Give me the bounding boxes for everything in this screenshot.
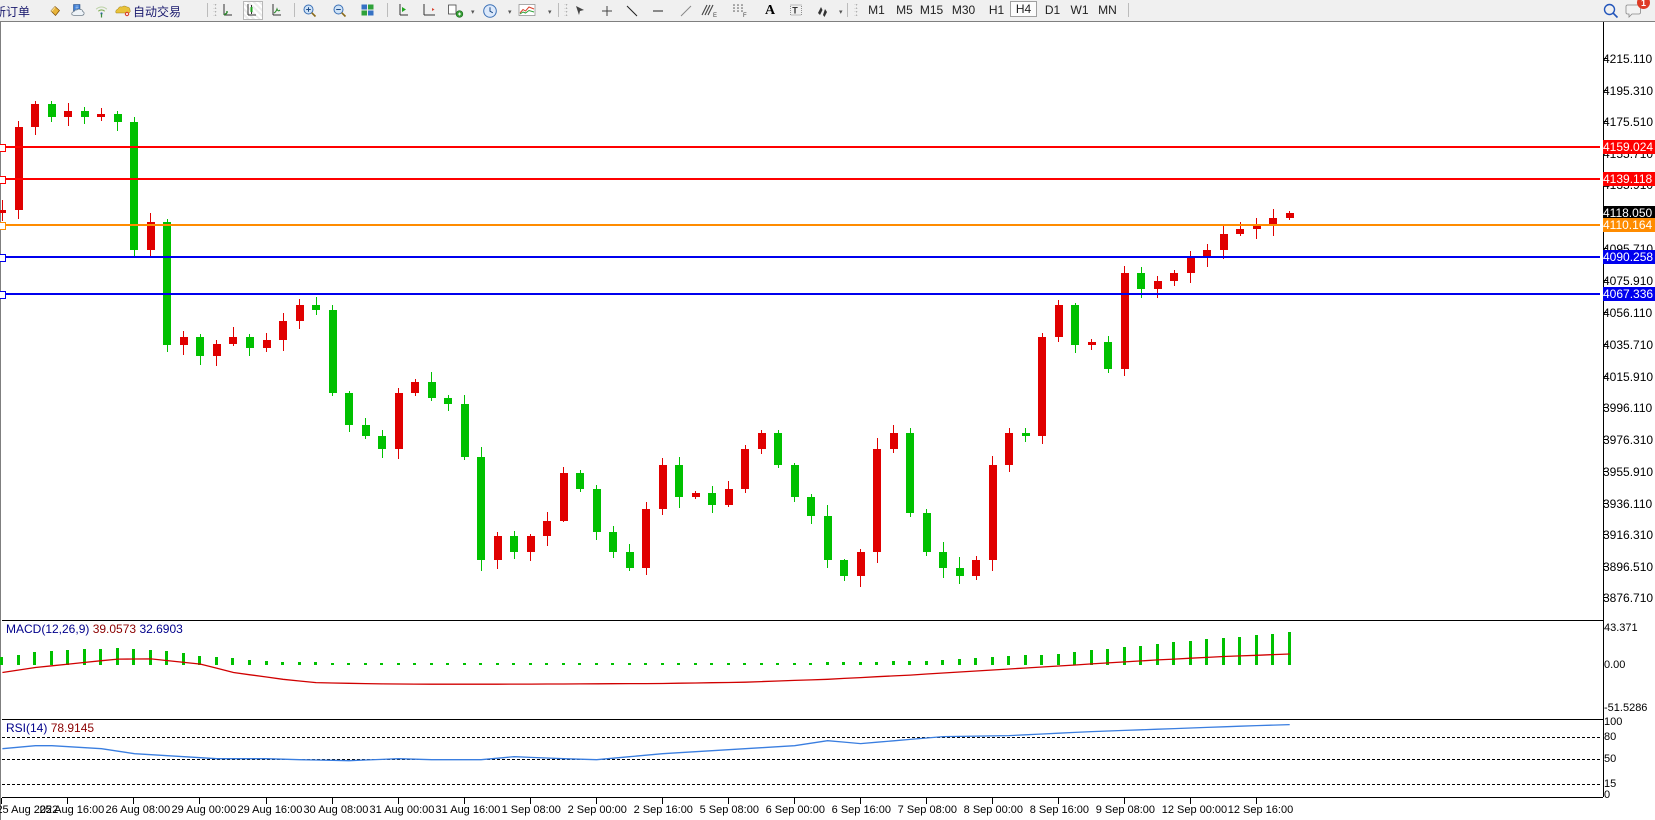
svg-text:F: F [743, 13, 747, 18]
svg-text:E: E [713, 13, 717, 18]
svg-text:T: T [792, 5, 798, 15]
